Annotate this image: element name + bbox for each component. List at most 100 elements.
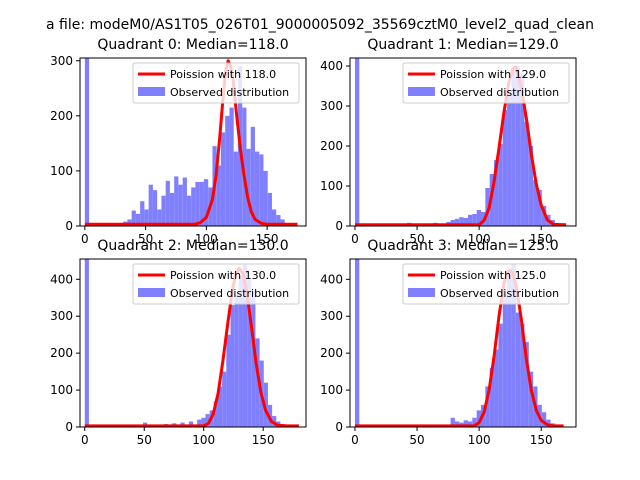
y-tick-label: 100	[320, 179, 343, 193]
histogram-bar	[144, 209, 149, 226]
histogram-bar	[450, 417, 455, 427]
histogram-bar	[213, 401, 218, 427]
histogram-bar	[467, 214, 473, 226]
y-tick-label: 100	[50, 164, 73, 178]
legend: Poission with 130.0 Observed distribution	[132, 263, 300, 305]
histogram-bar	[230, 305, 235, 427]
histogram-bar	[250, 126, 255, 226]
x-tick-label: 0	[81, 433, 89, 447]
y-tick-label: 200	[320, 139, 343, 153]
histogram-bar	[195, 181, 200, 226]
histogram-bar	[217, 386, 223, 427]
legend-poisson-label: Poission with 118.0	[170, 68, 276, 81]
legend-observed-label: Observed distribution	[170, 287, 289, 300]
histogram-bar	[546, 419, 551, 427]
histogram-bar	[238, 275, 243, 427]
histogram-bar	[201, 417, 206, 427]
histogram-bar	[263, 170, 268, 226]
legend-box	[132, 263, 300, 305]
y-tick-label: 0	[335, 420, 343, 434]
legend-observed-swatch	[138, 288, 165, 297]
y-tick-label: 400	[320, 272, 343, 286]
axes-frame	[79, 258, 307, 428]
histogram-bar	[354, 259, 360, 427]
histogram-bar	[247, 279, 252, 427]
histogram-bar	[498, 144, 503, 226]
quadrant-0-chart: Quadrant 0: Median=118.0 0 50 100 150 0 100 200…	[50, 37, 307, 246]
x-tick-label: 50	[409, 232, 424, 246]
y-tick-label: 0	[65, 219, 73, 233]
x-tick-label: 50	[138, 232, 153, 246]
y-tick-label: 200	[320, 346, 343, 360]
histogram-bar	[524, 122, 529, 226]
histogram-bar	[463, 218, 468, 226]
y-tick-label: 300	[320, 309, 343, 323]
histogram-bar	[271, 209, 277, 226]
quadrant-3-title: Quadrant 3: Median=125.0	[367, 238, 558, 254]
x-tick-label: 100	[468, 433, 491, 447]
histogram-bar	[485, 386, 490, 427]
x-tick-label: 50	[137, 433, 152, 447]
histogram-bar	[199, 181, 204, 226]
histogram-bar	[169, 192, 175, 226]
histogram-bar	[131, 210, 136, 226]
histogram-bar	[541, 206, 547, 226]
histogram-bar	[186, 195, 192, 226]
histogram-bar	[246, 148, 251, 226]
histogram-bar	[276, 214, 281, 226]
x-tick-label: 50	[409, 433, 424, 447]
histogram-bar	[354, 58, 360, 226]
histogram-bar	[528, 371, 534, 427]
histogram-bar	[454, 421, 460, 427]
legend-poisson-label: Poission with 129.0	[440, 68, 546, 81]
histogram-bar	[502, 294, 508, 427]
x-tick-label: 150	[530, 232, 553, 246]
histogram-bar	[280, 219, 285, 226]
histogram-bar	[197, 419, 202, 427]
x-tick-label: 150	[252, 433, 275, 447]
histogram-bar	[188, 421, 193, 427]
histogram-bar	[494, 160, 499, 226]
legend-box	[402, 62, 570, 104]
histogram-bar	[165, 180, 170, 226]
histogram-bar	[454, 218, 460, 226]
y-tick-label: 100	[50, 383, 73, 397]
histogram-bar	[225, 115, 230, 226]
histogram-bar	[161, 195, 166, 226]
legend-observed-swatch	[408, 87, 435, 96]
y-tick-label: 0	[335, 219, 343, 233]
histogram-bar	[157, 209, 162, 226]
histogram-bar	[533, 180, 538, 226]
y-tick-label: 400	[50, 272, 73, 286]
histogram-bar	[140, 201, 145, 226]
histogram-bar	[255, 338, 260, 427]
histogram-bar	[459, 217, 464, 226]
legend-box	[402, 263, 570, 305]
legend-observed-swatch	[138, 87, 165, 96]
axes-frame	[349, 57, 577, 227]
legend-observed-label: Observed distribution	[170, 86, 289, 99]
histogram-bar	[502, 110, 508, 226]
histogram-bar	[182, 177, 187, 226]
quadrant-1-plot-area	[354, 58, 567, 226]
y-tick-label: 200	[50, 109, 73, 123]
axes-frame	[349, 258, 577, 428]
legend-observed-swatch	[408, 288, 435, 297]
legend: Poission with 129.0 Observed distribution	[402, 62, 570, 104]
histogram-bar	[234, 294, 239, 427]
legend-poisson-label: Poission with 130.0	[170, 269, 276, 282]
histogram-bar	[472, 417, 477, 427]
x-tick-label: 100	[192, 433, 215, 447]
histogram-bar	[511, 70, 516, 226]
histogram-bar	[476, 210, 482, 226]
x-tick-label: 150	[256, 232, 279, 246]
histogram-bar	[472, 214, 477, 226]
histogram-bar	[494, 349, 499, 427]
histogram-bar	[191, 187, 196, 226]
histogram-bar	[263, 382, 268, 427]
histogram-bar	[541, 412, 547, 427]
quadrant-0-title: Quadrant 0: Median=118.0	[97, 37, 288, 53]
histogram-bar	[127, 219, 132, 226]
legend-poisson-label: Poission with 125.0	[440, 269, 546, 282]
